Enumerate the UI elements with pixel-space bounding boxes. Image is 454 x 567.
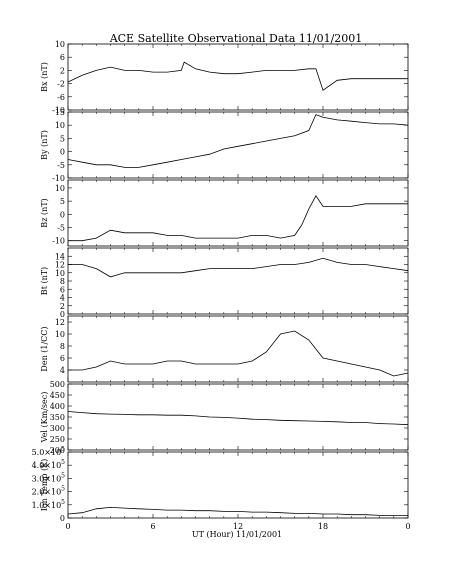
y-tick-label: 500 [50,380,65,389]
y-tick-label: 3.0×105 [32,472,66,483]
series-line-2 [68,195,408,242]
panel-0: 10 6 2 -2 -6 -10 Bx (nT) [40,40,409,115]
panel-frame-2 [67,179,409,247]
y-tick-label: 0 [60,210,65,219]
y-tick-label: 5.0×105 [32,446,66,457]
x-tick-label: 0 [405,522,410,531]
y-tick-label: 0 [60,310,65,319]
panel-frame-5 [67,383,409,451]
y-axis-label-4: Den (1/CC) [40,326,49,371]
y-tick-label: 4.0×105 [32,459,66,470]
y-tick-label: 10 [55,184,65,193]
y-tick-label: 2 [60,66,65,75]
y-tick-label: 12 [55,261,65,270]
panel-6: 5.0×105 4.0×105 3.0×105 2.0×105 1.0×105 0 Ion … [32,446,409,523]
y-tick-label: 6 [60,354,65,363]
y-tick-label: 250 [50,435,65,444]
y-axis-label-2: Bz (nT) [40,198,49,227]
x-tick-label: 12 [233,522,243,531]
series-line-6 [67,506,408,516]
y-tick-exponent: 5 [61,486,65,493]
chart-title: ACE Satellite Observational Data 11/01/2… [109,32,363,45]
x-tick-label: 18 [318,522,328,531]
y-tick-label: 450 [50,391,65,400]
series-line-1 [67,114,409,168]
series-line-0 [67,61,408,91]
y-tick-label: 6 [60,285,65,294]
panel-1: 15 10 5 0 -5 -10 By (nT) [40,108,409,183]
y-tick-label: 1.0×105 [32,499,66,510]
y-tick-label: 350 [50,413,65,422]
y-tick-label: -10 [52,106,65,115]
x-axis: 0 6 12 18 0 [65,522,410,531]
y-tick-label: 400 [50,402,65,411]
panel-2: 10 5 0 -5 -10 Bz (nT) [40,179,409,247]
y-axis-label-0: Bx (nT) [40,62,49,92]
y-tick-label: -5 [57,224,65,233]
y-tick-label: 200 [50,446,65,455]
y-tick-label: 14 [55,252,65,261]
y-axis-label-1: By (nT) [40,130,49,160]
y-tick-label: -5 [57,161,65,170]
series-line-3 [68,257,409,278]
x-axis-label: UT (Hour) 11/01/2001 [192,530,282,539]
panel-4: 12 10 8 6 4 Den (1/CC) [40,315,409,383]
panel-frame-4 [67,315,409,383]
series-line-4 [68,330,409,377]
y-tick-label: 5 [60,197,65,206]
y-tick-exponent: 5 [61,499,65,506]
y-tick-label: 10 [55,269,65,278]
y-tick-label: 300 [50,424,65,433]
y-axis-label-5: Vel (Km/sec) [40,392,49,444]
y-tick-label: 6 [60,53,65,62]
panel-frame-3 [67,247,409,315]
x-tick-label: 0 [65,522,70,531]
series-line-5 [67,411,409,426]
y-axis-label-6: Ion Temp (K) [40,459,49,512]
y-tick-label: 2 [60,302,65,311]
y-tick-exponent: 5 [61,446,65,453]
y-tick-label: 10 [55,40,65,49]
y-tick-label: 8 [60,342,65,351]
y-tick-label: 4 [60,366,65,375]
y-tick-label: 2.0×105 [32,486,66,497]
y-tick-label: 5 [60,134,65,143]
y-tick-label: 15 [55,108,65,117]
y-tick-label: 0 [60,148,65,157]
y-tick-label: -10 [52,174,65,183]
y-tick-label: -10 [52,237,65,246]
y-tick-label: -2 [57,80,65,89]
panel-frame-0 [67,43,409,111]
y-tick-exponent: 5 [61,472,65,479]
y-tick-label: 10 [55,121,65,130]
y-tick-label: -6 [57,93,65,102]
x-tick-label: 6 [150,522,155,531]
y-tick-label: 0 [60,514,65,523]
y-axis-label-3: Bt (nT) [40,267,49,295]
y-tick-label: 4 [60,294,65,303]
y-tick-label: 12 [55,318,65,327]
y-tick-exponent: 5 [61,459,65,466]
y-tick-label: 8 [60,277,65,286]
y-tick-label: 10 [55,330,65,339]
